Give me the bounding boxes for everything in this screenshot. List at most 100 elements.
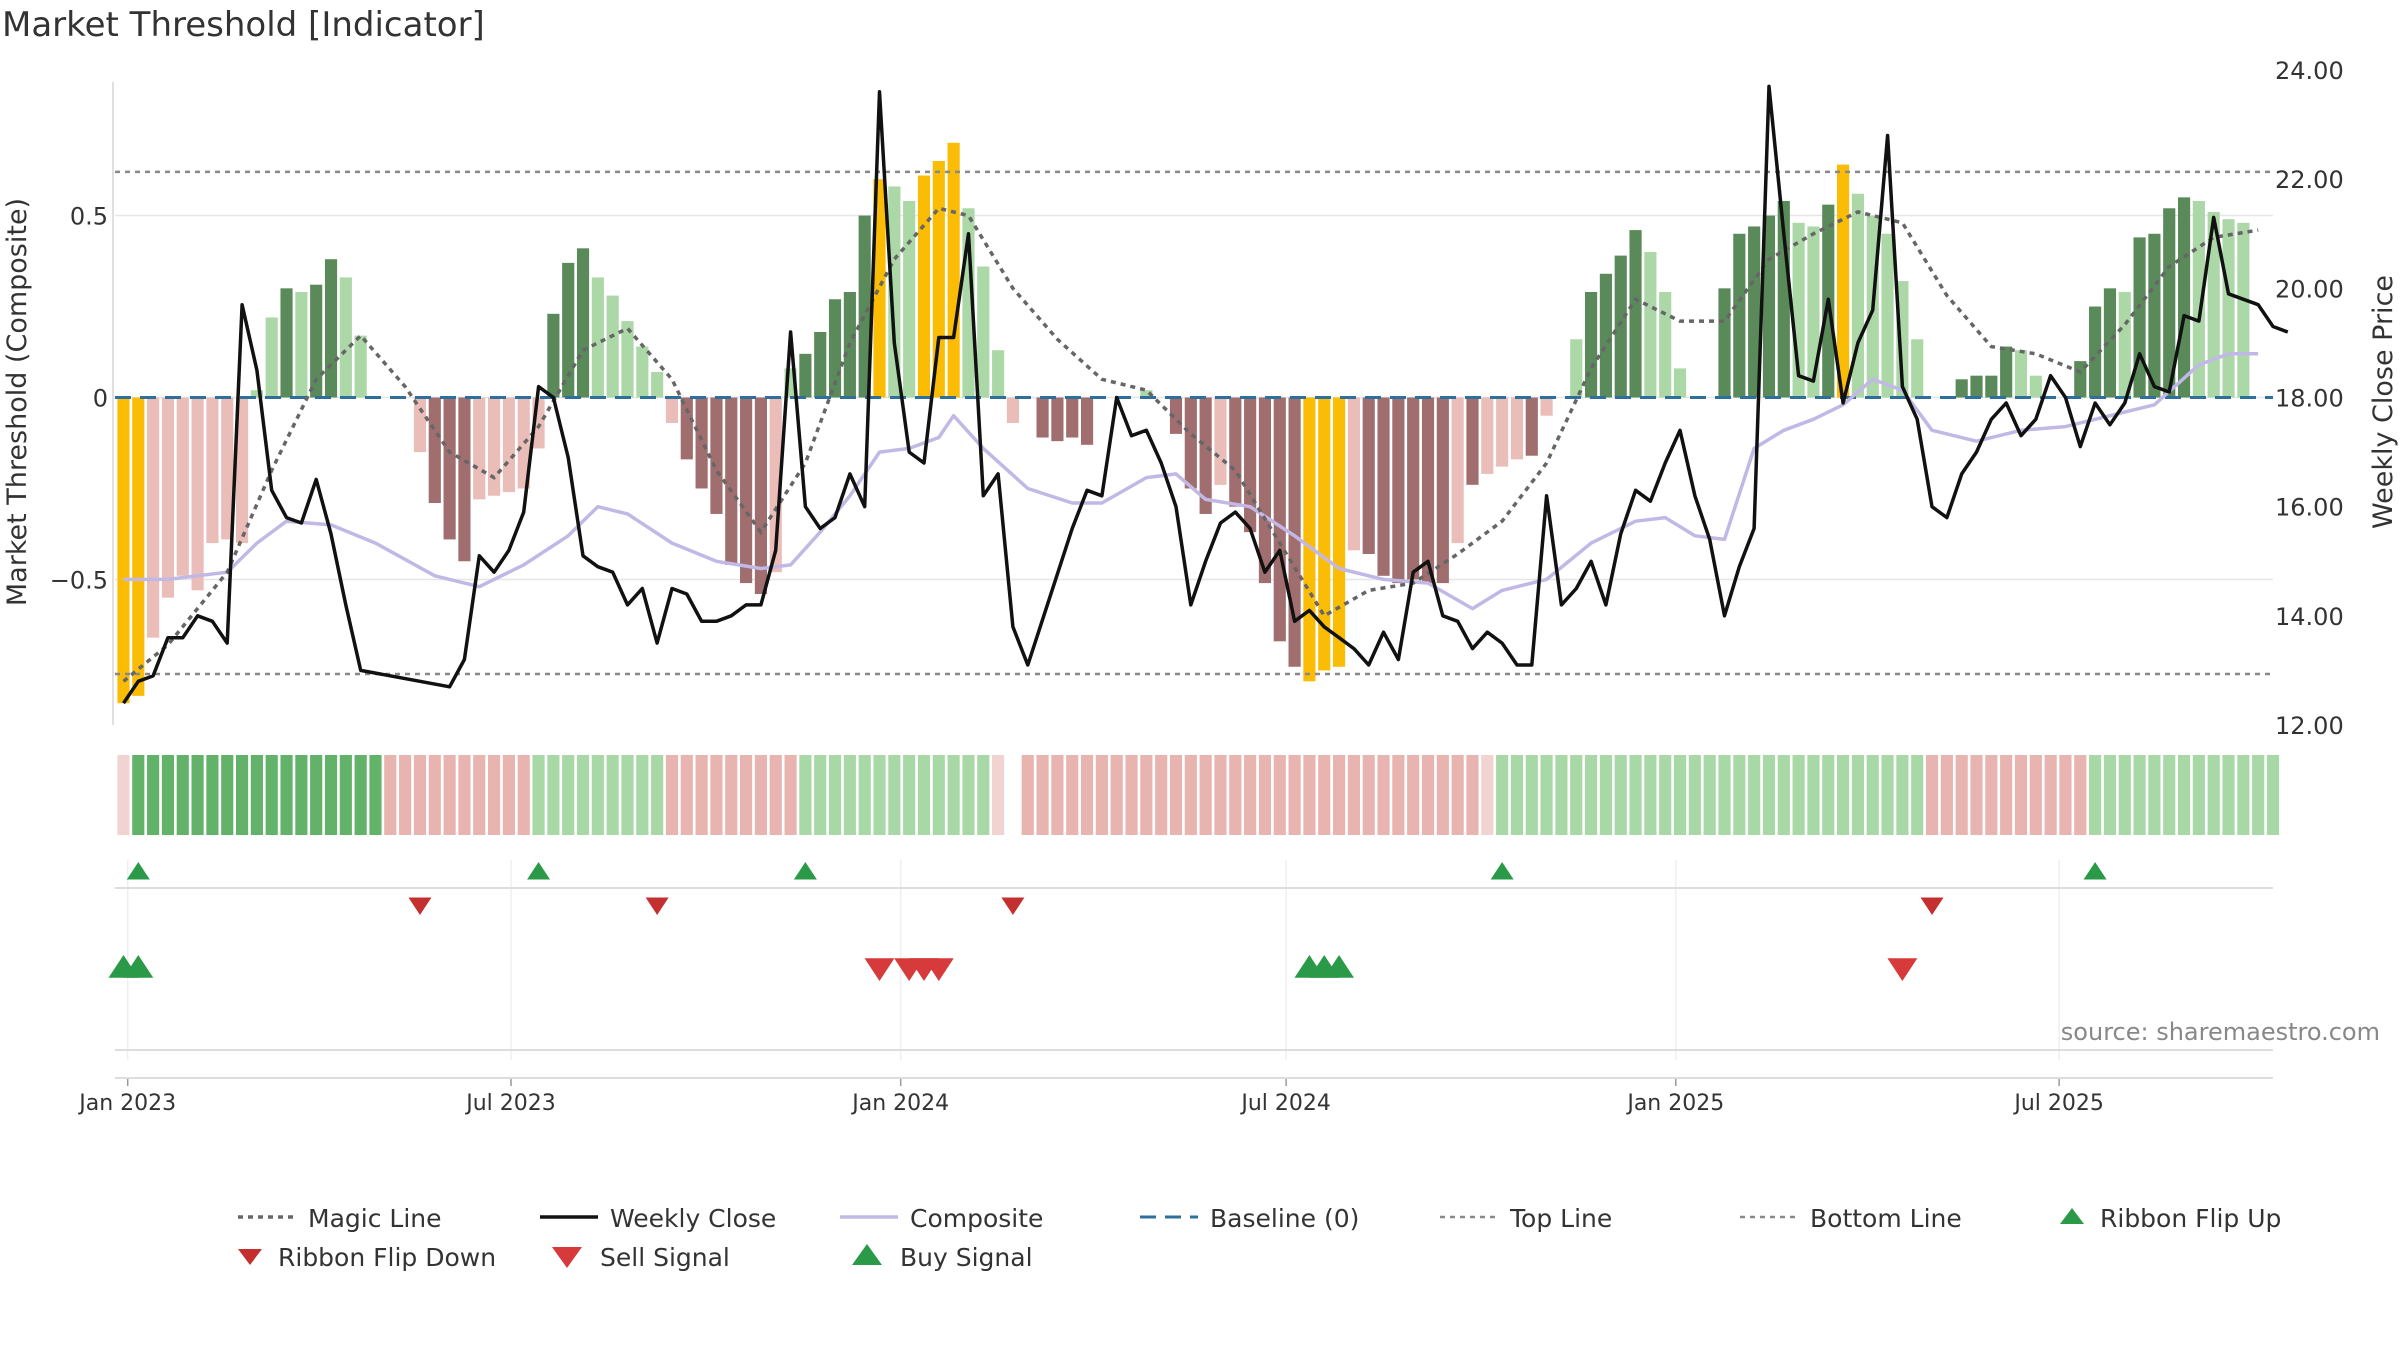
composite-bar	[354, 335, 367, 398]
composite-bar	[1080, 397, 1094, 445]
buy-signal-marker	[123, 955, 154, 978]
ribbon-cell	[769, 755, 782, 835]
ribbon-cell	[428, 755, 441, 835]
composite-bar	[191, 397, 204, 591]
composite-bar	[591, 277, 604, 398]
ribbon-cell	[1229, 755, 1242, 835]
composite-bar	[1407, 397, 1420, 580]
ribbon-cell	[1629, 755, 1642, 835]
source-credit: source: sharemaestro.com	[2061, 1018, 2380, 1046]
composite-bar	[725, 397, 738, 565]
composite-bar	[2014, 350, 2028, 398]
composite-bar	[2148, 233, 2161, 398]
ribbon-cell	[903, 755, 916, 835]
composite-bar	[280, 288, 293, 398]
legend-swatch-ribbon-flip-up	[2060, 1208, 2084, 1224]
composite-bar	[1258, 397, 1272, 584]
ribbon-cell	[2118, 755, 2131, 835]
ribbon-cell	[443, 755, 456, 835]
composite-bar	[2237, 222, 2250, 398]
composite-bar	[1510, 397, 1524, 460]
legend-swatch-buy-signal	[852, 1244, 882, 1265]
ribbon-cell	[176, 755, 189, 835]
ribbon-cell	[1851, 755, 1864, 835]
ribbon-cell	[1881, 755, 1894, 835]
ribbon-flip-up-marker	[1490, 862, 1514, 880]
ribbon-cell	[992, 755, 1005, 835]
right-axis-label: Weekly Close Price	[2368, 275, 2399, 529]
legend-label: Weekly Close	[610, 1204, 776, 1233]
ribbon-cell	[1540, 755, 1553, 835]
ribbon-cell	[1169, 755, 1183, 835]
ribbon-cell	[1777, 755, 1790, 835]
composite-bar	[132, 397, 145, 696]
composite-bar	[1466, 397, 1479, 485]
composite-bar	[295, 291, 308, 398]
ribbon-cell	[814, 755, 827, 835]
ribbon-cell	[1051, 755, 1064, 835]
ribbon-cell	[2074, 755, 2087, 835]
composite-bar	[1481, 397, 1494, 474]
composite-bar	[2089, 306, 2102, 398]
ribbon-cell	[799, 755, 812, 835]
ribbon-cell	[384, 755, 397, 835]
ribbon-cell	[932, 755, 945, 835]
ribbon-cell	[1762, 755, 1776, 835]
x-tick-label: Jul 2025	[2012, 1091, 2104, 1116]
axes-layer: 0.5 0 −0.5 24.00 22.00 20.00 18.00 16.00 14.00 12…	[50, 57, 2344, 1116]
ribbon-cell	[1792, 755, 1805, 835]
ribbon-cell	[547, 755, 560, 835]
composite-bar	[1881, 233, 1894, 398]
ribbon-cell	[1673, 755, 1687, 835]
ribbon-cell	[310, 755, 323, 835]
composite-bar	[547, 313, 560, 398]
right-tick-label: 16.00	[2275, 494, 2344, 522]
ribbon-cell	[1510, 755, 1524, 835]
composite-bar	[576, 248, 590, 398]
legend-label: Baseline (0)	[1210, 1204, 1359, 1233]
composite-bar	[1540, 397, 1553, 416]
composite-bar	[740, 397, 753, 584]
ribbon-flip-up-marker	[126, 862, 150, 880]
ribbon-cell	[473, 755, 486, 835]
ribbon-cell	[2207, 755, 2220, 835]
composite-bar	[413, 397, 427, 453]
ribbon-cell	[191, 755, 204, 835]
ribbon-cell	[651, 755, 664, 835]
composite-bar	[2118, 291, 2131, 398]
ribbon-cell	[295, 755, 308, 835]
ribbon-cell	[1110, 755, 1123, 835]
composite-bar	[1140, 390, 1153, 398]
right-tick-label: 22.00	[2275, 166, 2344, 194]
ribbon-cell	[1837, 755, 1850, 835]
ribbon-cell	[2089, 755, 2102, 835]
ribbon-cell	[1703, 755, 1716, 835]
ribbon-cell	[2044, 755, 2057, 835]
composite-bar	[310, 284, 323, 398]
composite-bar	[1451, 397, 1464, 544]
ribbon-cell	[1466, 755, 1479, 835]
composite-bar	[1673, 368, 1687, 398]
right-tick-label: 20.00	[2275, 275, 2344, 303]
ribbon-cell	[161, 755, 175, 835]
ribbon-cell	[502, 755, 515, 835]
ribbon-cell	[1451, 755, 1464, 835]
composite-bar	[161, 397, 175, 598]
composite-bar	[1496, 397, 1509, 467]
x-tick-label: Jan 2025	[1625, 1091, 1724, 1116]
ribbon-cell	[710, 755, 723, 835]
legend-label: Ribbon Flip Up	[2100, 1204, 2281, 1233]
ribbon-cell	[1940, 755, 1953, 835]
ribbon-cell	[369, 755, 382, 835]
ribbon-cell	[562, 755, 575, 835]
ribbon-cell	[636, 755, 649, 835]
composite-bar	[1051, 397, 1064, 442]
composite-bar	[1851, 193, 1864, 398]
composite-bar	[1644, 251, 1657, 398]
ribbon-cell	[858, 755, 871, 835]
ribbon-cell	[1036, 755, 1049, 835]
ribbon-strip	[117, 755, 2280, 835]
ribbon-cell	[1822, 755, 1835, 835]
ribbon-cell	[532, 755, 545, 835]
